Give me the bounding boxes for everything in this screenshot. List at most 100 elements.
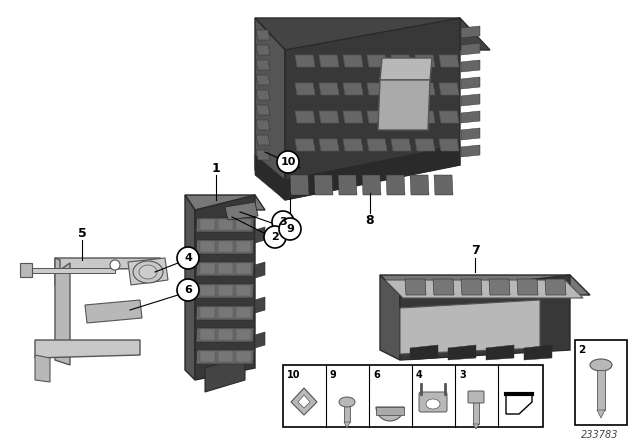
Ellipse shape <box>339 397 355 407</box>
Polygon shape <box>236 329 251 340</box>
Polygon shape <box>415 55 435 67</box>
Polygon shape <box>196 350 254 364</box>
Polygon shape <box>200 219 215 230</box>
Polygon shape <box>255 332 265 348</box>
Polygon shape <box>256 45 270 55</box>
Polygon shape <box>314 175 333 195</box>
Circle shape <box>264 226 286 248</box>
Text: 9: 9 <box>330 370 337 380</box>
Bar <box>597 370 605 410</box>
Polygon shape <box>415 83 435 95</box>
Polygon shape <box>461 128 480 140</box>
Text: 1: 1 <box>212 161 220 175</box>
Polygon shape <box>400 300 540 354</box>
Circle shape <box>279 218 301 240</box>
Polygon shape <box>344 422 350 428</box>
Text: 233783: 233783 <box>580 430 618 440</box>
Polygon shape <box>386 175 405 195</box>
Polygon shape <box>597 410 605 418</box>
Polygon shape <box>218 219 233 230</box>
Polygon shape <box>545 279 566 295</box>
FancyBboxPatch shape <box>468 391 484 403</box>
Polygon shape <box>343 139 363 151</box>
Text: 6: 6 <box>373 370 380 380</box>
Polygon shape <box>256 90 270 100</box>
Text: 4: 4 <box>184 253 192 263</box>
Polygon shape <box>405 279 426 295</box>
Polygon shape <box>295 139 315 151</box>
Polygon shape <box>439 139 459 151</box>
Polygon shape <box>410 345 438 360</box>
Bar <box>376 407 404 415</box>
Polygon shape <box>255 262 265 278</box>
Polygon shape <box>196 262 254 276</box>
Polygon shape <box>473 424 479 429</box>
Polygon shape <box>35 340 140 358</box>
Polygon shape <box>185 195 195 380</box>
Polygon shape <box>285 18 460 200</box>
Polygon shape <box>415 111 435 123</box>
Polygon shape <box>255 227 265 243</box>
Polygon shape <box>236 285 251 296</box>
Polygon shape <box>128 258 168 285</box>
Polygon shape <box>290 175 309 195</box>
Circle shape <box>272 211 294 233</box>
Polygon shape <box>295 55 315 67</box>
Polygon shape <box>256 135 270 145</box>
Text: 7: 7 <box>470 244 479 257</box>
Polygon shape <box>461 279 482 295</box>
Polygon shape <box>255 18 285 200</box>
Polygon shape <box>256 120 270 130</box>
Polygon shape <box>200 329 215 340</box>
Polygon shape <box>256 75 270 85</box>
Polygon shape <box>55 258 165 285</box>
Circle shape <box>177 247 199 269</box>
Polygon shape <box>200 307 215 318</box>
Polygon shape <box>461 60 480 72</box>
Polygon shape <box>524 345 552 360</box>
Polygon shape <box>218 263 233 274</box>
Polygon shape <box>415 139 435 151</box>
Polygon shape <box>85 300 142 323</box>
Polygon shape <box>385 280 583 298</box>
Polygon shape <box>517 279 538 295</box>
Polygon shape <box>367 83 387 95</box>
Circle shape <box>177 279 199 301</box>
Polygon shape <box>380 58 432 80</box>
Bar <box>575 340 627 425</box>
Text: 2: 2 <box>271 232 279 242</box>
Polygon shape <box>439 83 459 95</box>
Polygon shape <box>362 175 381 195</box>
Polygon shape <box>195 195 255 380</box>
Polygon shape <box>391 55 411 67</box>
Polygon shape <box>200 351 215 362</box>
Polygon shape <box>319 111 339 123</box>
Text: 2: 2 <box>578 345 585 355</box>
Polygon shape <box>319 55 339 67</box>
Polygon shape <box>298 395 310 408</box>
Ellipse shape <box>590 359 612 371</box>
Polygon shape <box>343 111 363 123</box>
Polygon shape <box>448 345 476 360</box>
Text: 8: 8 <box>365 214 374 227</box>
Polygon shape <box>343 83 363 95</box>
Polygon shape <box>218 307 233 318</box>
Polygon shape <box>295 111 315 123</box>
Polygon shape <box>489 279 510 295</box>
Polygon shape <box>380 275 400 360</box>
Polygon shape <box>236 219 251 230</box>
Polygon shape <box>461 26 480 38</box>
Polygon shape <box>506 394 532 414</box>
Polygon shape <box>236 263 251 274</box>
Polygon shape <box>200 263 215 274</box>
Polygon shape <box>319 83 339 95</box>
Polygon shape <box>218 329 233 340</box>
Circle shape <box>277 151 299 173</box>
Polygon shape <box>433 279 454 295</box>
Polygon shape <box>185 195 265 210</box>
Polygon shape <box>256 150 270 160</box>
Ellipse shape <box>139 265 157 279</box>
Polygon shape <box>391 111 411 123</box>
Polygon shape <box>391 83 411 95</box>
Text: 4: 4 <box>416 370 423 380</box>
